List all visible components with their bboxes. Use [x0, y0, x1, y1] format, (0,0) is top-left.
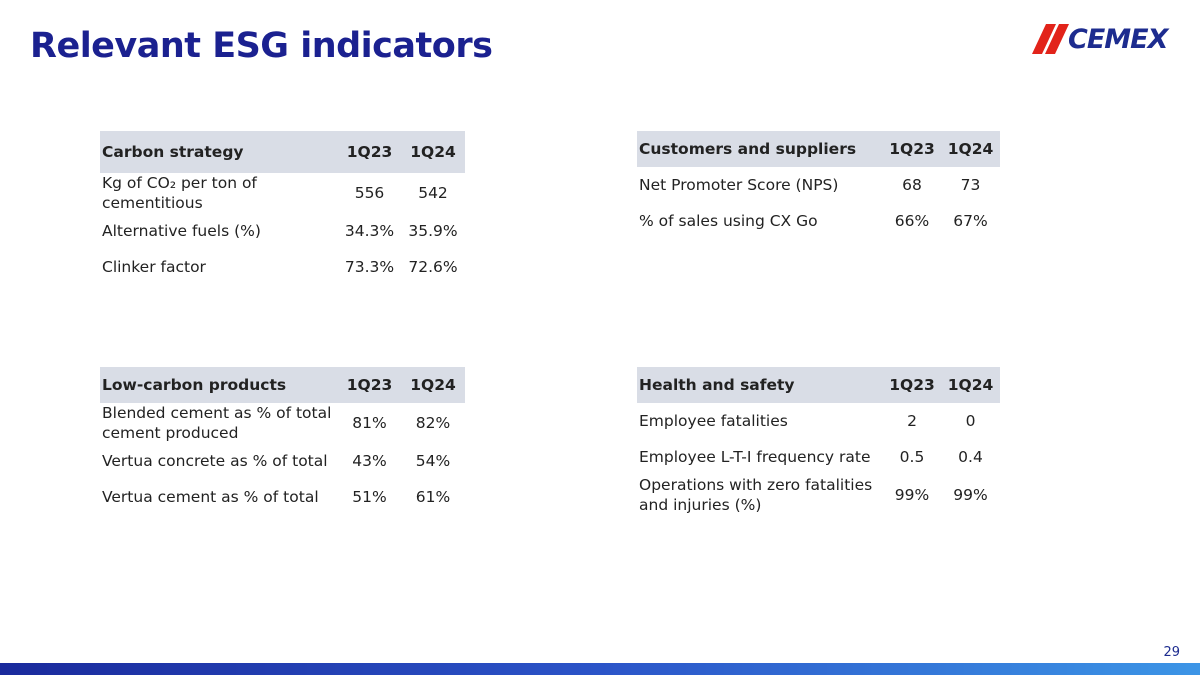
row: Alternative fuels (%) 34.3% 35.9%: [100, 213, 465, 249]
header-cell: 1Q23: [883, 131, 941, 167]
header-row: Health and safety 1Q23 1Q24: [637, 367, 1000, 403]
title: Relevant ESG indicators: [30, 26, 493, 66]
row: Vertua cement as % of total 51% 61%: [100, 479, 465, 515]
cell: Clinker factor: [102, 258, 206, 276]
row: Clinker factor 73.3% 72.6%: [100, 249, 465, 285]
cell: 72.6%: [408, 258, 458, 276]
cell: Vertua cement as % of total: [102, 488, 319, 506]
cell: 66%: [894, 212, 930, 230]
header-cell: 1Q23: [883, 367, 941, 403]
header-cell: Carbon strategy: [100, 131, 338, 173]
cell: Vertua concrete as % of total: [102, 452, 328, 470]
cell: % of sales using CX Go: [639, 212, 818, 230]
row: Employee fatalities 2 0: [637, 403, 1000, 439]
cell: Blended cement as % of total cement prod…: [102, 404, 332, 442]
cell: 68: [902, 176, 922, 194]
header-cell: 1Q24: [401, 131, 465, 173]
cell: 556: [354, 184, 385, 202]
cell: 82%: [415, 414, 451, 432]
header-cell: Health and safety: [637, 367, 883, 403]
cell: Net Promoter Score (NPS): [639, 176, 839, 194]
table: Low-carbon products 1Q23 1Q24 Blended cemen…: [100, 367, 465, 515]
cell: 67%: [953, 212, 988, 230]
row: Blended cement as % of total cement prod…: [100, 403, 465, 443]
cell: 0: [965, 412, 976, 430]
cell: 54%: [415, 452, 451, 470]
cell: 99%: [953, 486, 988, 504]
table: Carbon strategy 1Q23 1Q24 Kg of CO₂ per ton…: [100, 131, 465, 285]
row: Employee L-T-I frequency rate 0.5 0.4: [637, 439, 1000, 475]
footer-bar: [0, 663, 1200, 675]
table: Customers and suppliers 1Q23 1Q24 Net Promo…: [637, 131, 1000, 239]
header-cell: Customers and suppliers: [637, 131, 883, 167]
row: % of sales using CX Go 66% 67%: [637, 203, 1000, 239]
page-number: 29: [1163, 645, 1180, 660]
cell: Employee fatalities: [639, 412, 788, 430]
cell: 61%: [415, 488, 451, 506]
cell: 43%: [352, 452, 387, 470]
header-row: Carbon strategy 1Q23 1Q24: [100, 131, 465, 173]
cell: Operations with zero fatalities and inju…: [639, 476, 873, 514]
cell: 81%: [352, 414, 387, 432]
header-cell: 1Q23: [338, 131, 401, 173]
header-cell: 1Q23: [338, 367, 401, 403]
cell: 51%: [352, 488, 387, 506]
header-cell: 1Q24: [401, 367, 465, 403]
header-cell: 1Q24: [941, 367, 1000, 403]
header-row: Low-carbon products 1Q23 1Q24: [100, 367, 465, 403]
header-row: Customers and suppliers 1Q23 1Q24: [637, 131, 1000, 167]
logo-text: CEMEX: [1068, 24, 1168, 55]
row: Kg of CO₂ per ton of cementitious 556 542: [100, 173, 465, 213]
row: Vertua concrete as % of total 43% 54%: [100, 443, 465, 479]
row: Net Promoter Score (NPS) 68 73: [637, 167, 1000, 203]
cell: Alternative fuels (%): [102, 222, 261, 240]
header-cell: Low-carbon products: [100, 367, 338, 403]
row: Operations with zero fatalities and inju…: [637, 475, 1000, 515]
cell: 2: [907, 412, 917, 430]
table: Health and safety 1Q23 1Q24 Employee fatali…: [637, 367, 1000, 515]
cell: 35.9%: [408, 222, 458, 240]
header-cell: 1Q24: [941, 131, 1000, 167]
cell: 34.3%: [344, 222, 395, 240]
cell: Kg of CO₂ per ton of cementitious: [102, 174, 257, 212]
logo-mark: [1032, 24, 1069, 54]
cell: 0.4: [958, 448, 983, 466]
cell: Employee L-T-I frequency rate: [639, 448, 871, 466]
cell: 542: [418, 184, 448, 202]
cell: 0.5: [899, 448, 925, 466]
cell: 73: [960, 176, 981, 194]
cell: 73.3%: [344, 258, 395, 276]
cell: 99%: [894, 486, 930, 504]
